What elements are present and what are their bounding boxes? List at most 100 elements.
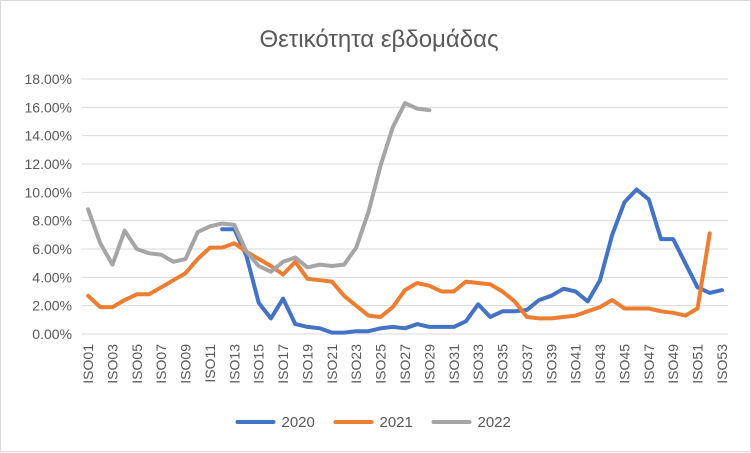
data-point-2020 (356, 331, 357, 332)
data-point-2020 (453, 326, 454, 327)
data-point-2021 (222, 247, 223, 248)
data-point-2020 (319, 328, 320, 329)
data-point-2022 (368, 212, 369, 213)
data-point-2021 (551, 318, 552, 319)
x-tick-label: ISO29 (421, 344, 437, 384)
data-point-2022 (88, 209, 89, 210)
data-point-2021 (502, 291, 503, 292)
data-point-2020 (624, 202, 625, 203)
data-point-2021 (478, 283, 479, 284)
data-point-2020 (539, 300, 540, 301)
data-point-2020 (685, 263, 686, 264)
data-point-2022 (100, 243, 101, 244)
data-point-2020 (526, 309, 527, 310)
data-point-2021 (112, 307, 113, 308)
data-point-2020 (392, 326, 393, 327)
y-tick-label: 12.00% (25, 156, 72, 172)
x-tick-label: ISO45 (616, 344, 632, 384)
data-point-2021 (490, 284, 491, 285)
data-point-2020 (502, 311, 503, 312)
data-point-2020 (441, 326, 442, 327)
data-point-2022 (405, 103, 406, 104)
x-tick-label: ISO27 (397, 344, 413, 384)
x-tick-label: ISO13 (226, 344, 242, 384)
gridlines (82, 78, 728, 335)
data-point-2020 (587, 301, 588, 302)
data-point-2022 (331, 266, 332, 267)
data-point-2021 (453, 291, 454, 292)
data-point-2021 (697, 308, 698, 309)
y-tick-label: 8.00% (32, 213, 72, 229)
data-point-2020 (661, 239, 662, 240)
data-point-2020 (490, 317, 491, 318)
x-axis-ticks: ISO01 ISO03 ISO05 ISO07 ISO09 ISO11 ISO13 ISO15… (80, 344, 730, 384)
data-point-2022 (258, 266, 259, 267)
data-point-2020 (636, 189, 637, 190)
data-point-2020 (600, 280, 601, 281)
data-point-2020 (270, 318, 271, 319)
y-tick-label: 10.00% (25, 184, 72, 200)
x-tick-label: ISO11 (202, 344, 218, 383)
data-point-2022 (161, 254, 162, 255)
y-tick-label: 0.00% (32, 326, 72, 342)
data-point-2020 (697, 287, 698, 288)
y-tick-label: 4.00% (32, 269, 72, 285)
data-point-2022 (197, 232, 198, 233)
data-point-2020 (612, 234, 613, 235)
data-point-2020 (551, 295, 552, 296)
data-point-2020 (514, 311, 515, 312)
series-line-2020 (220, 187, 724, 335)
data-point-2021 (319, 280, 320, 281)
data-point-2022 (429, 110, 430, 111)
x-tick-label: ISO07 (153, 344, 169, 384)
data-point-2021 (210, 247, 211, 248)
data-point-2021 (648, 308, 649, 309)
data-point-2021 (441, 291, 442, 292)
data-point-2020 (429, 326, 430, 327)
data-point-2021 (685, 315, 686, 316)
x-tick-label: ISO09 (178, 344, 194, 384)
data-point-2021 (526, 317, 527, 318)
data-point-2020 (405, 328, 406, 329)
x-tick-label: ISO37 (519, 344, 535, 384)
data-point-2020 (465, 321, 466, 322)
data-point-2022 (185, 258, 186, 259)
data-point-2022 (417, 108, 418, 109)
x-tick-label: ISO25 (373, 344, 389, 384)
legend-label-2020: 2020 (282, 414, 315, 431)
series-line-2021 (86, 231, 712, 321)
legend-label-2021: 2021 (380, 414, 413, 431)
x-tick-label: ISO19 (299, 344, 315, 384)
data-point-2021 (636, 308, 637, 309)
data-point-2020 (258, 302, 259, 303)
data-point-2021 (197, 258, 198, 259)
y-tick-label: 2.00% (32, 298, 72, 314)
x-tick-label: ISO39 (543, 344, 559, 384)
data-point-2020 (307, 326, 308, 327)
data-point-2021 (356, 305, 357, 306)
data-point-2021 (331, 281, 332, 282)
x-tick-label: ISO43 (592, 344, 608, 384)
data-point-2021 (307, 278, 308, 279)
data-point-2021 (624, 308, 625, 309)
y-axis-ticks: 0.00% 2.00% 4.00% 6.00% 8.00% 10.00% 12.00% 14.… (25, 71, 72, 342)
data-point-2022 (344, 264, 345, 265)
data-point-2021 (283, 274, 284, 275)
y-tick-label: 16.00% (25, 99, 72, 115)
data-point-2022 (392, 127, 393, 128)
data-point-2021 (514, 301, 515, 302)
data-point-2022 (112, 264, 113, 265)
x-tick-label: ISO49 (665, 344, 681, 384)
x-tick-label: ISO17 (275, 344, 291, 384)
data-point-2021 (368, 315, 369, 316)
data-point-2021 (539, 318, 540, 319)
data-point-2020 (222, 229, 223, 230)
data-point-2022 (319, 264, 320, 265)
data-point-2020 (331, 332, 332, 333)
legend: 2020 2021 2022 (235, 414, 511, 431)
data-point-2021 (673, 312, 674, 313)
data-point-2021 (709, 233, 710, 234)
data-point-2022 (173, 261, 174, 262)
data-point-2020 (283, 298, 284, 299)
